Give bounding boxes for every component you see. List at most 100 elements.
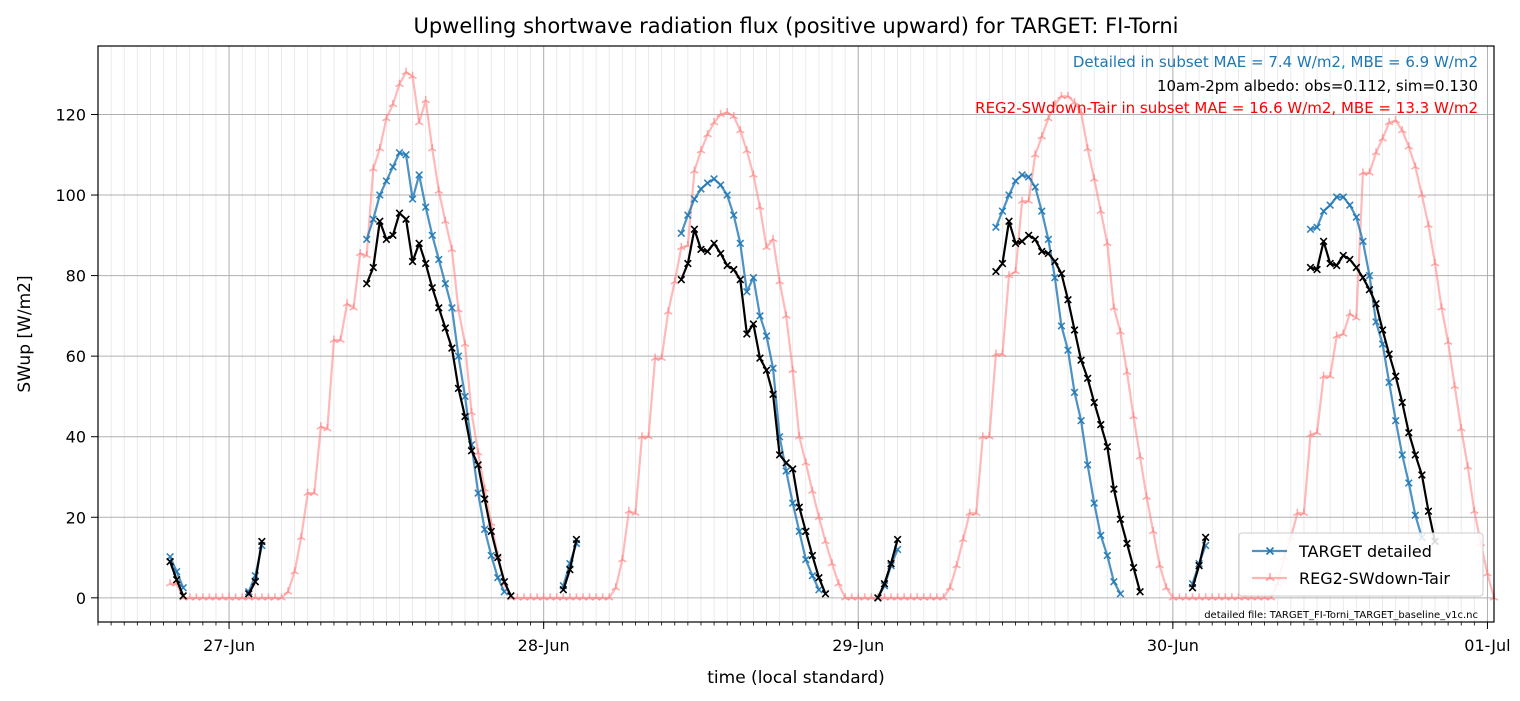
data-point-target-detailed [1391,416,1400,425]
data-point-observed [1306,263,1315,272]
x-tick-label: 28-Jun [518,636,570,655]
data-point-observed [434,303,443,312]
data-point-target-detailed [1372,318,1380,326]
data-point-reg2-swdown-tair [952,561,961,569]
data-point-observed [788,465,797,473]
data-point-reg2-swdown-tair [1161,583,1171,591]
series-line-target-detailed [365,151,506,593]
data-point-target-detailed [369,215,378,224]
data-point-reg2-swdown-tair [1470,506,1479,515]
data-point-observed [1313,265,1321,274]
data-point-observed [172,575,181,584]
x-tick-label: 01-Jul [1464,636,1510,655]
data-point-reg2-swdown-tair [781,311,791,319]
data-point-reg2-swdown-tair [749,170,758,178]
data-point-target-detailed [801,555,810,564]
data-point-reg2-swdown-tair [735,126,745,134]
data-point-observed [775,450,784,459]
data-point-target-detailed [1345,201,1354,209]
footnote-file: detailed file: TARGET_FI-Torni_TARGET_ba… [1204,610,1478,621]
data-point-reg2-swdown-tair [1096,206,1106,215]
data-point-target-detailed [808,571,817,580]
data-point-reg2-swdown-tair [729,111,739,120]
data-point-target-detailed [421,203,430,211]
data-point-reg2-swdown-tair [296,532,306,541]
data-point-observed [1201,533,1210,542]
data-point-observed [1359,273,1367,282]
data-point-reg2-swdown-tair [441,216,450,225]
data-point-target-detailed [474,489,482,497]
data-point-reg2-swdown-tair [1122,367,1132,376]
data-point-target-detailed [795,527,804,536]
data-point-observed [697,245,705,254]
data-point-reg2-swdown-tair [1044,114,1053,122]
data-point-target-detailed [1024,173,1033,181]
data-point-target-detailed [1044,235,1053,244]
data-point-target-detailed [723,191,732,199]
data-point-observed [1319,237,1328,246]
data-point-target-detailed [1306,225,1315,234]
data-point-target-detailed [992,223,1000,232]
data-point-reg2-swdown-tair [309,488,319,497]
data-point-reg2-swdown-tair [1417,190,1427,198]
data-point-observed [1051,257,1059,266]
data-point-target-detailed [448,303,456,312]
data-point-observed [1090,398,1099,407]
data-point-observed [808,551,817,560]
data-point-reg2-swdown-tair [447,244,457,253]
y-tick-label: 0 [76,589,86,608]
data-point-reg2-swdown-tair [1397,126,1407,134]
data-point-reg2-swdown-tair [1352,313,1361,321]
data-point-target-detailed [408,195,417,203]
data-point-reg2-swdown-tair [690,166,699,174]
data-point-observed [703,247,712,256]
data-point-observed [1037,247,1046,256]
data-point-reg2-swdown-tair [1391,116,1401,124]
data-point-target-detailed [375,191,384,199]
data-point-target-detailed [742,287,751,296]
data-point-reg2-swdown-tair [401,67,411,76]
data-point-reg2-swdown-tair [1135,452,1145,460]
legend-marker-reg2 [1265,573,1275,582]
data-point-reg2-swdown-tair [624,506,634,515]
data-point-target-detailed [736,239,745,248]
data-point-observed [507,591,515,600]
data-point-reg2-swdown-tair [1424,220,1433,229]
data-point-reg2-swdown-tair [945,583,955,591]
data-point-observed [736,275,745,284]
data-point-observed [1195,561,1203,570]
data-point-target-detailed [382,177,391,185]
data-point-observed [992,267,1000,276]
data-point-reg2-swdown-tair [814,512,824,521]
data-point-target-detailed [1057,322,1066,330]
data-point-target-detailed [1365,271,1374,280]
data-point-observed [1103,442,1112,451]
data-point-reg2-swdown-tair [709,118,719,126]
data-point-observed [1064,295,1072,304]
data-point-observed [769,390,777,399]
data-point-target-detailed [677,229,686,238]
data-point-observed [461,412,469,421]
data-point-reg2-swdown-tair [323,424,332,432]
data-point-reg2-swdown-tair [618,555,627,563]
data-point-observed [710,239,718,248]
data-point-target-detailed [716,181,725,189]
data-point-target-detailed [683,211,692,220]
data-point-reg2-swdown-tair [414,118,424,126]
x-tick-label: 30-Jun [1147,636,1199,655]
data-point-target-detailed [1096,531,1105,540]
data-point-reg2-swdown-tair [1070,97,1079,106]
data-point-observed [1070,326,1079,334]
data-point-target-detailed [402,150,410,159]
data-point-reg2-swdown-tair [355,248,365,257]
data-point-reg2-swdown-tair [454,305,463,313]
data-point-observed [428,283,437,292]
data-point-reg2-swdown-tair [958,534,968,543]
data-point-observed [1096,420,1105,429]
data-point-observed [251,577,260,586]
data-point-observed [1372,299,1380,308]
data-point-target-detailed [1352,213,1361,222]
data-point-observed [454,384,463,393]
data-point-reg2-swdown-tair [1371,148,1381,156]
data-point-target-detailed [1326,201,1335,209]
